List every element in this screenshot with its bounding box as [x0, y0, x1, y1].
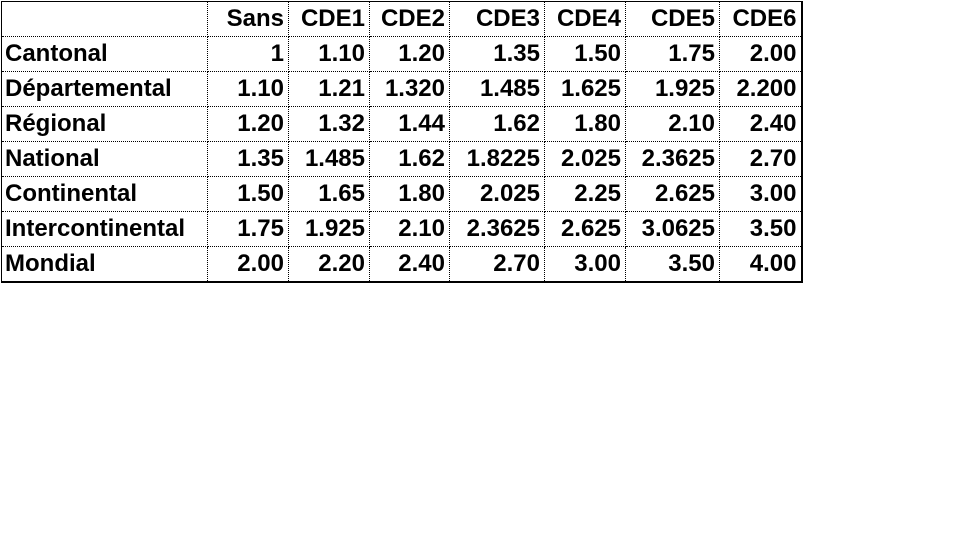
value-cell: 1.62	[369, 141, 450, 177]
value-cell: 1.485	[449, 71, 545, 107]
value-cell: 1.80	[544, 106, 626, 142]
value-cell: 2.25	[544, 176, 626, 212]
value-cell: 1.925	[625, 71, 720, 107]
coefficient-table: Sans CDE1 CDE2 CDE3 CDE4 CDE5 CDE6 Cantonal 1 1.1…	[1, 1, 803, 283]
value-cell: 1.35	[207, 141, 289, 177]
value-cell: 3.50	[625, 246, 720, 283]
column-header: CDE1	[288, 1, 370, 37]
value-cell: 1.44	[369, 106, 450, 142]
value-cell: 1.75	[625, 36, 720, 72]
value-cell: 1.32	[288, 106, 370, 142]
value-cell: 3.0625	[625, 211, 720, 247]
value-cell: 1.62	[449, 106, 545, 142]
column-header: Sans	[207, 1, 289, 37]
value-cell: 2.10	[369, 211, 450, 247]
value-cell: 2.40	[719, 106, 802, 142]
value-cell: 1.65	[288, 176, 370, 212]
row-label: Intercontinental	[1, 211, 208, 247]
row-label: Mondial	[1, 246, 208, 283]
value-cell: 1.75	[207, 211, 289, 247]
value-cell: 1.10	[207, 71, 289, 107]
value-cell: 1.625	[544, 71, 626, 107]
column-header: CDE5	[625, 1, 720, 37]
value-cell: 2.3625	[625, 141, 720, 177]
row-label: Continental	[1, 176, 208, 212]
value-cell: 1.50	[207, 176, 289, 212]
value-cell: 4.00	[719, 246, 802, 283]
value-cell: 1.20	[207, 106, 289, 142]
row-label: Départemental	[1, 71, 208, 107]
value-cell: 1.485	[288, 141, 370, 177]
value-cell: 2.70	[719, 141, 802, 177]
value-cell: 2.00	[207, 246, 289, 283]
value-cell: 1.20	[369, 36, 450, 72]
value-cell: 2.625	[625, 176, 720, 212]
row-label: Cantonal	[1, 36, 208, 72]
value-cell: 3.00	[544, 246, 626, 283]
value-cell: 1.8225	[449, 141, 545, 177]
table-row: Mondial 2.00 2.20 2.40 2.70 3.00 3.50 4.00	[1, 246, 802, 283]
value-cell: 2.3625	[449, 211, 545, 247]
table-row: Intercontinental 1.75 1.925 2.10 2.3625 2.625…	[1, 211, 802, 247]
column-header: CDE3	[449, 1, 545, 37]
column-header: CDE2	[369, 1, 450, 37]
table-row: Cantonal 1 1.10 1.20 1.35 1.50 1.75 2.00	[1, 36, 802, 72]
row-label: National	[1, 141, 208, 177]
value-cell: 1	[207, 36, 289, 72]
value-cell: 2.10	[625, 106, 720, 142]
table-row: Continental 1.50 1.65 1.80 2.025 2.25 2.625 3.0…	[1, 176, 802, 212]
value-cell: 2.70	[449, 246, 545, 283]
value-cell: 1.21	[288, 71, 370, 107]
table-row: Départemental 1.10 1.21 1.320 1.485 1.625 1.92…	[1, 71, 802, 107]
table-row: Régional 1.20 1.32 1.44 1.62 1.80 2.10 2.40	[1, 106, 802, 142]
value-cell: 1.50	[544, 36, 626, 72]
value-cell: 3.00	[719, 176, 802, 212]
value-cell: 2.200	[719, 71, 802, 107]
value-cell: 2.20	[288, 246, 370, 283]
corner-cell	[1, 1, 208, 37]
table-row: National 1.35 1.485 1.62 1.8225 2.025 2.3625 2.…	[1, 141, 802, 177]
value-cell: 1.10	[288, 36, 370, 72]
value-cell: 2.40	[369, 246, 450, 283]
column-header: CDE4	[544, 1, 626, 37]
value-cell: 2.625	[544, 211, 626, 247]
value-cell: 1.925	[288, 211, 370, 247]
value-cell: 1.80	[369, 176, 450, 212]
value-cell: 2.00	[719, 36, 802, 72]
value-cell: 1.35	[449, 36, 545, 72]
value-cell: 2.025	[544, 141, 626, 177]
column-header: CDE6	[719, 1, 802, 37]
header-row: Sans CDE1 CDE2 CDE3 CDE4 CDE5 CDE6	[1, 1, 802, 37]
value-cell: 2.025	[449, 176, 545, 212]
row-label: Régional	[1, 106, 208, 142]
value-cell: 3.50	[719, 211, 802, 247]
value-cell: 1.320	[369, 71, 450, 107]
